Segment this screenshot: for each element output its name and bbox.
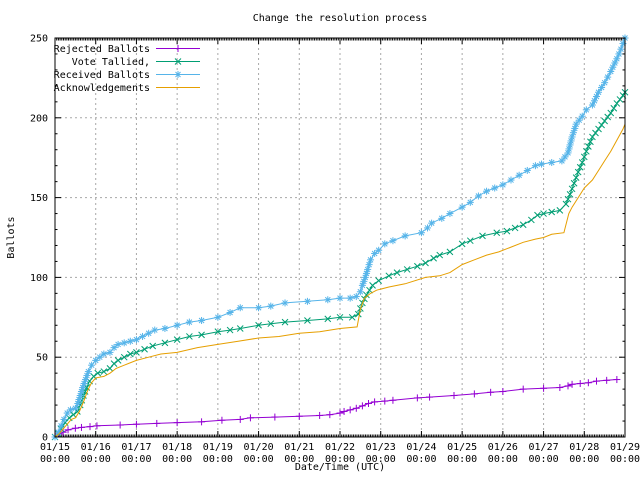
- legend-item: Received Ballots: [54, 70, 200, 81]
- legend-item: Vote Tallied,: [72, 57, 200, 68]
- axis-tick-labels: 05010015020025001/1500:0001/1600:0001/17…: [30, 34, 640, 466]
- data-series: [51, 34, 629, 441]
- x-tick-date-label: 01/17: [121, 442, 151, 453]
- y-tick-label: 250: [30, 34, 48, 45]
- x-tick-date-label: 01/23: [366, 442, 396, 453]
- x-tick-date-label: 01/28: [569, 442, 599, 453]
- x-tick-date-label: 01/20: [244, 442, 274, 453]
- x-tick-date-label: 01/26: [488, 442, 518, 453]
- series-acknowledgements: [54, 124, 626, 438]
- y-axis-label: Ballots: [6, 216, 17, 258]
- y-tick-label: 0: [42, 433, 48, 444]
- legend-item: Rejected Ballots: [54, 44, 200, 55]
- x-tick-time-label: 00:00: [203, 454, 233, 465]
- series-rejected-ballots: [51, 376, 621, 441]
- x-tick-date-label: 01/25: [447, 442, 477, 453]
- chart-title: Change the resolution process: [253, 13, 428, 24]
- y-tick-label: 50: [36, 353, 48, 364]
- x-tick-time-label: 00:00: [244, 454, 274, 465]
- legend-item: Acknowledgements: [54, 83, 200, 94]
- x-tick-time-label: 00:00: [121, 454, 151, 465]
- x-tick-date-label: 01/27: [529, 442, 559, 453]
- x-tick-time-label: 00:00: [325, 454, 355, 465]
- legend-label: Acknowledgements: [54, 83, 150, 94]
- x-tick-time-label: 00:00: [610, 454, 640, 465]
- x-tick-date-label: 01/19: [203, 442, 233, 453]
- x-tick-date-label: 01/24: [406, 442, 436, 453]
- x-tick-time-label: 00:00: [284, 454, 314, 465]
- x-tick-time-label: 00:00: [569, 454, 599, 465]
- grid-lines: [55, 38, 625, 437]
- x-axis-label: Date/Time (UTC): [295, 462, 385, 473]
- y-tick-label: 100: [30, 273, 48, 284]
- y-tick-label: 150: [30, 193, 48, 204]
- x-tick-time-label: 00:00: [488, 454, 518, 465]
- y-tick-label: 200: [30, 113, 48, 124]
- x-tick-date-label: 01/15: [40, 442, 70, 453]
- legend-label: Rejected Ballots: [54, 44, 150, 55]
- x-tick-time-label: 00:00: [366, 454, 396, 465]
- x-tick-time-label: 00:00: [447, 454, 477, 465]
- x-tick-time-label: 00:00: [529, 454, 559, 465]
- x-tick-time-label: 00:00: [406, 454, 436, 465]
- legend-label: Vote Tallied,: [72, 57, 150, 68]
- x-tick-time-label: 00:00: [81, 454, 111, 465]
- x-tick-date-label: 01/22: [325, 442, 355, 453]
- plot-border: [54, 37, 626, 438]
- x-tick-date-label: 01/16: [81, 442, 111, 453]
- x-tick-time-label: 00:00: [162, 454, 192, 465]
- x-tick-date-label: 01/29: [610, 442, 640, 453]
- legend-label: Received Ballots: [54, 70, 150, 81]
- legend: Rejected Ballots Vote Tallied, Received Ba…: [54, 44, 200, 94]
- x-tick-time-label: 00:00: [40, 454, 70, 465]
- x-tick-date-label: 01/21: [284, 442, 314, 453]
- x-tick-date-label: 01/18: [162, 442, 192, 453]
- series-received-ballots: [51, 34, 629, 441]
